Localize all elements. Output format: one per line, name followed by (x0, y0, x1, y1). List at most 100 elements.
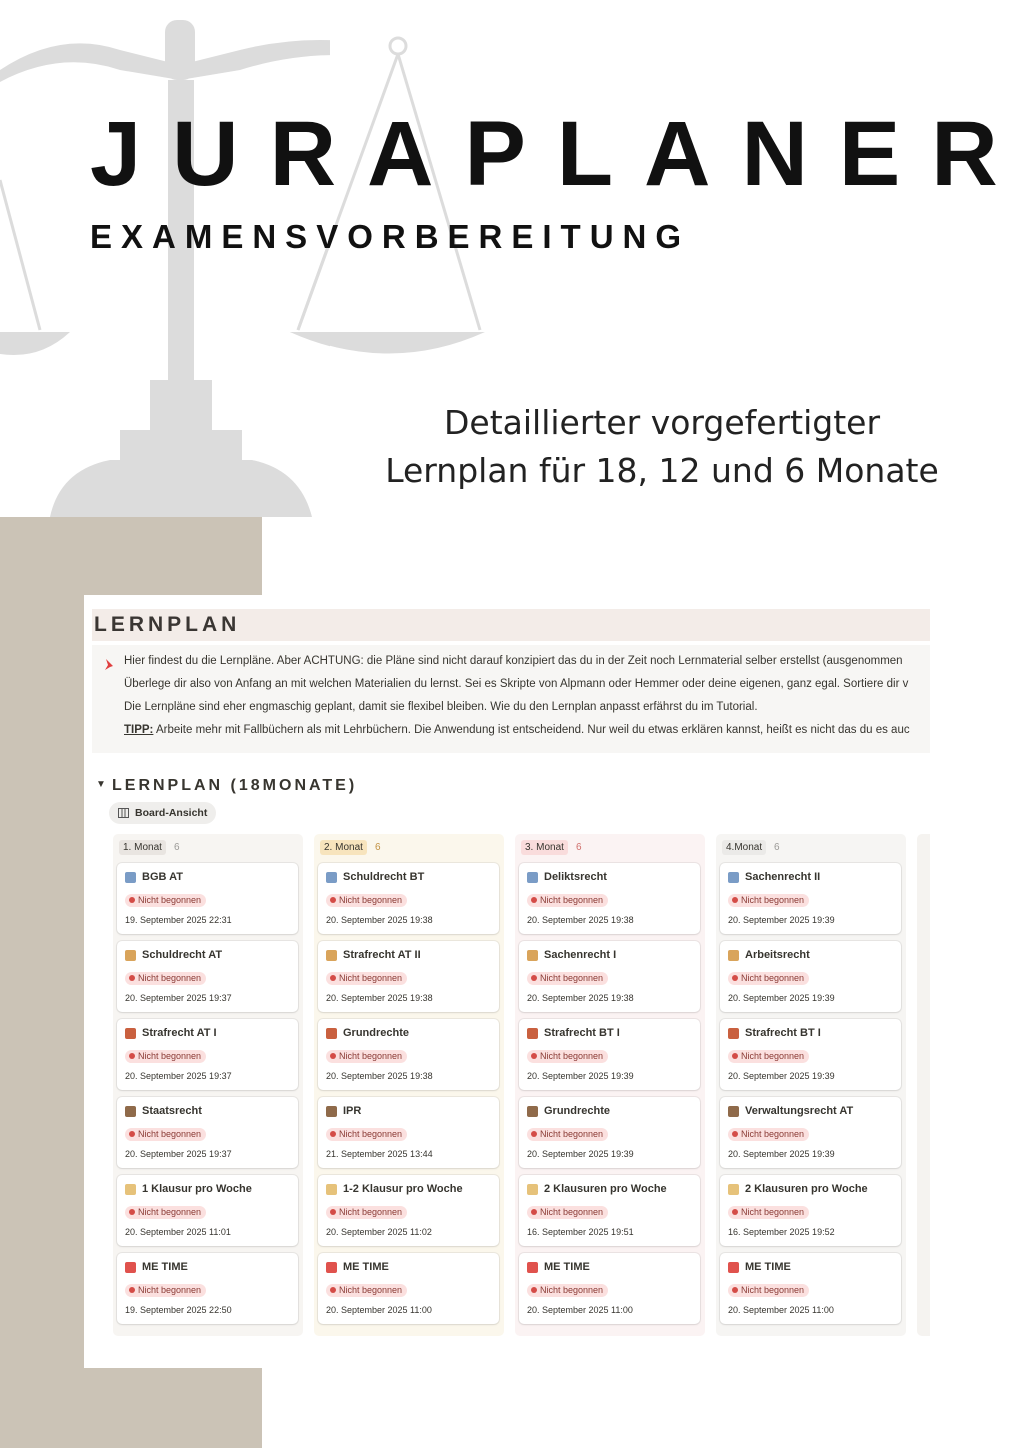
card-date: 20. September 2025 19:38 (527, 993, 634, 1003)
tip-label: TIPP: (124, 724, 154, 736)
card[interactable]: BGB AT Nicht begonnen 19. September 2025 2… (117, 863, 298, 934)
board-column: 4.Monat 6 Sachenrecht II Nicht begonnen 20. … (716, 834, 906, 1336)
card[interactable]: Strafrecht AT I Nicht begonnen 20. Septemb… (117, 1019, 298, 1090)
card-title: Strafrecht AT I (142, 1027, 217, 1039)
status-tag: Nicht begonnen (728, 1284, 810, 1297)
card-title: Staatsrecht (142, 1105, 202, 1117)
status-tag: Nicht begonnen (326, 894, 408, 907)
card-title: Strafrecht BT I (745, 1027, 821, 1039)
screenshot: LERNPLAN Hier findest du die Lernpläne. … (84, 595, 930, 1368)
card-date: 20. September 2025 11:00 (527, 1305, 633, 1315)
toggle-arrow[interactable]: ▼ (96, 779, 106, 790)
card-icon (527, 1184, 538, 1195)
card[interactable]: Strafrecht AT II Nicht begonnen 20. Septem… (318, 941, 499, 1012)
card-icon (527, 872, 538, 883)
card-title: ME TIME (343, 1261, 389, 1273)
card[interactable]: 2 Klausuren pro Woche Nicht begonnen 16. S… (720, 1175, 901, 1246)
status-tag: Nicht begonnen (125, 1128, 207, 1141)
card-icon (728, 872, 739, 883)
tagline: Lernplan für 18, 12 und 6 Monate (385, 451, 939, 490)
status-tag: Nicht begonnen (527, 1050, 609, 1063)
card-icon (326, 950, 337, 961)
card-icon (326, 1184, 337, 1195)
card-icon (527, 1028, 538, 1039)
card[interactable]: ME TIME Nicht begonnen 20. September 2025 … (519, 1253, 700, 1324)
card[interactable]: Schuldrecht AT Nicht begonnen 20. Septembe… (117, 941, 298, 1012)
board-column: 2. Monat 6 Schuldrecht BT Nicht begonnen 20.… (314, 834, 504, 1336)
card[interactable]: Grundrechte Nicht begonnen 20. September 2… (318, 1019, 499, 1090)
callout: Hier findest du die Lernpläne. Aber ACHT… (92, 645, 930, 753)
card-icon (728, 1262, 739, 1273)
card-icon (326, 1106, 337, 1117)
card-date: 20. September 2025 11:00 (728, 1305, 834, 1315)
scale-pan (290, 36, 485, 354)
status-tag: Nicht begonnen (326, 1050, 408, 1063)
card-title: 2 Klausuren pro Woche (745, 1183, 868, 1195)
card-icon (125, 950, 136, 961)
card[interactable]: Verwaltungsrecht AT Nicht begonnen 20. Sep… (720, 1097, 901, 1168)
card-icon (527, 1262, 538, 1273)
tagline: Detaillierter vorgefertigter (443, 403, 881, 442)
card[interactable]: Deliktsrecht Nicht begonnen 20. September … (519, 863, 700, 934)
column-count: 6 (375, 842, 381, 853)
card[interactable]: Sachenrecht I Nicht begonnen 20. September… (519, 941, 700, 1012)
status-tag: Nicht begonnen (125, 972, 207, 985)
card[interactable]: Schuldrecht BT Nicht begonnen 20. Septembe… (318, 863, 499, 934)
card-title: ME TIME (142, 1261, 188, 1273)
card-title: 2 Klausuren pro Woche (544, 1183, 667, 1195)
title: JURAPLANER (90, 103, 1024, 205)
card-icon (728, 1028, 739, 1039)
card[interactable]: 1-2 Klausur pro Woche Nicht begonnen 20. S… (318, 1175, 499, 1246)
card-title: Arbeitsrecht (745, 949, 810, 961)
card-date: 20. September 2025 19:38 (527, 915, 634, 925)
status-tag: Nicht begonnen (326, 1284, 408, 1297)
card[interactable]: Strafrecht BT I Nicht begonnen 20. Septemb… (720, 1019, 901, 1090)
view-tab[interactable]: Board-Ansicht (109, 802, 217, 824)
view-label: Board-Ansicht (135, 807, 208, 819)
subtitle: EXAMENSVORBEREITUNG (90, 218, 691, 255)
card-title: IPR (343, 1105, 362, 1117)
scale-illustration (0, 20, 330, 517)
card-date: 20. September 2025 19:37 (125, 1149, 232, 1159)
card-date: 20. September 2025 11:01 (125, 1227, 231, 1237)
status-tag: Nicht begonnen (527, 894, 609, 907)
card-title: Strafrecht AT II (343, 949, 421, 961)
card-date: 20. September 2025 19:39 (527, 1071, 634, 1081)
callout-line: TIPP: Arbeite mehr mit Fallbüchern als m… (124, 724, 910, 736)
card[interactable]: 2 Klausuren pro Woche Nicht begonnen 16. S… (519, 1175, 700, 1246)
card[interactable]: Staatsrecht Nicht begonnen 20. September 2… (117, 1097, 298, 1168)
column-count: 6 (174, 842, 180, 853)
card[interactable]: Sachenrecht II Nicht begonnen 20. Septembe… (720, 863, 901, 934)
card[interactable]: IPR Nicht begonnen 21. September 2025 13:4… (318, 1097, 499, 1168)
card-title: ME TIME (544, 1261, 590, 1273)
card-icon (125, 1028, 136, 1039)
status-tag: Nicht begonnen (326, 1206, 408, 1219)
card-date: 20. September 2025 19:37 (125, 1071, 232, 1081)
card-title: Sachenrecht II (745, 871, 821, 883)
board-column: 3. Monat 6 Deliktsrecht Nicht begonnen 20. S… (515, 834, 705, 1336)
card[interactable]: Grundrechte Nicht begonnen 20. September 2… (519, 1097, 700, 1168)
status-tag: Nicht begonnen (728, 972, 810, 985)
card-title: Schuldrecht BT (343, 871, 425, 883)
card-date: 20. September 2025 19:39 (728, 993, 835, 1003)
page-heading: LERNPLAN (92, 609, 930, 641)
card-date: 20. September 2025 19:39 (728, 915, 835, 925)
column-count: 6 (576, 842, 582, 853)
card-icon (527, 950, 538, 961)
card[interactable]: Strafrecht BT I Nicht begonnen 20. Septemb… (519, 1019, 700, 1090)
column-label: 4.Monat (722, 840, 767, 855)
board-column-partial (917, 834, 930, 1336)
tip-text: Arbeite mehr mit Fallbüchern als mit Leh… (155, 724, 910, 736)
status-tag: Nicht begonnen (326, 972, 408, 985)
column-label: 3. Monat (521, 840, 568, 855)
card[interactable]: 1 Klausur pro Woche Nicht begonnen 20. Sep… (117, 1175, 298, 1246)
column-label: 1. Monat (119, 840, 166, 855)
card[interactable]: ME TIME Nicht begonnen 19. September 2025 … (117, 1253, 298, 1324)
card[interactable]: ME TIME Nicht begonnen 20. September 2025 … (720, 1253, 901, 1324)
card[interactable]: ME TIME Nicht begonnen 20. September 2025 … (318, 1253, 499, 1324)
callout-line: Die Lernpläne sind eher engmaschig gepla… (124, 701, 758, 713)
card-date: 20. September 2025 19:38 (326, 1071, 433, 1081)
card[interactable]: Arbeitsrecht Nicht begonnen 20. September … (720, 941, 901, 1012)
card-date: 20. September 2025 19:39 (527, 1149, 634, 1159)
